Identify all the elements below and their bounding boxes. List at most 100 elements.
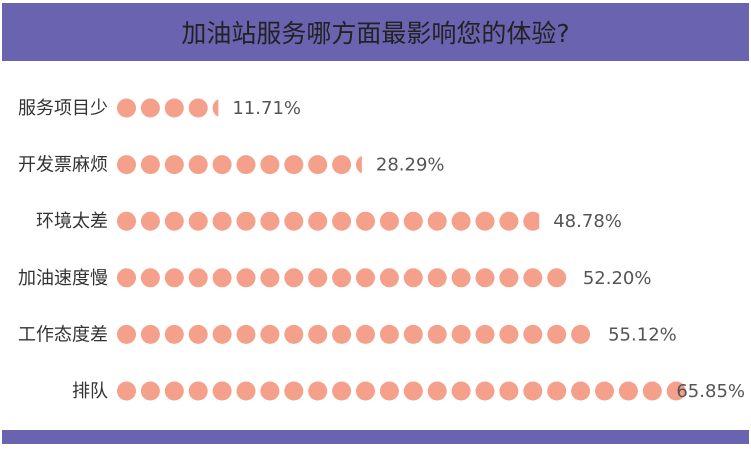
bar-dot [451, 324, 471, 344]
bar-dot [332, 211, 352, 231]
bar-dot [236, 268, 256, 288]
bar-dot [332, 324, 352, 344]
bar-dot [117, 98, 136, 118]
bar-dot [379, 211, 399, 231]
bar-dots [117, 324, 591, 344]
bar-dot [427, 381, 447, 401]
bar-dot [403, 268, 423, 288]
bar-dot [547, 381, 567, 401]
bar-dot [308, 324, 328, 344]
chart-title: 加油站服务哪方面最影响您的体验? [181, 19, 570, 48]
bar-dot [308, 155, 328, 175]
bar-dot [475, 324, 495, 344]
bar-dot [188, 324, 208, 344]
bar-dot [212, 99, 219, 117]
category-label: 服务项目少 [18, 98, 108, 119]
bar-dot [523, 324, 543, 344]
bar-dot [499, 268, 519, 288]
category-label: 排队 [72, 381, 108, 402]
value-label: 48.78% [553, 211, 622, 232]
bar-dot [260, 211, 280, 231]
bar-dot [595, 381, 614, 401]
bar-dot [284, 324, 304, 344]
bar-dots [117, 211, 540, 231]
bar-dot [403, 381, 423, 401]
category-label: 开发票麻烦 [18, 155, 108, 176]
bar-dot [618, 381, 638, 401]
value-label: 11.71% [232, 98, 301, 119]
bar-dot [164, 324, 184, 344]
bar-dot [140, 211, 160, 231]
bar-dot [212, 381, 232, 401]
bar-dot [212, 324, 232, 344]
bar-dot [523, 211, 540, 231]
bar-dot [332, 268, 352, 288]
bar-dots [117, 98, 219, 118]
value-label: 55.12% [608, 324, 677, 345]
bar-dot [236, 155, 256, 175]
bar-dot [236, 211, 256, 231]
bar-dot [164, 155, 184, 175]
value-label: 28.29% [376, 155, 445, 176]
bar-dot [356, 268, 375, 288]
bar-dot [140, 324, 160, 344]
bar-dot [117, 324, 136, 344]
bar-dots [117, 381, 686, 401]
bar-dot [499, 324, 519, 344]
bar-dot [164, 268, 184, 288]
bar-dot [666, 381, 686, 401]
bar-dot [403, 324, 423, 344]
bar-dot [547, 324, 567, 344]
bar-dot [188, 211, 208, 231]
bar-dot [642, 381, 662, 401]
bar-dot [260, 381, 280, 401]
bar-dot [284, 155, 304, 175]
bar-dot [451, 211, 471, 231]
bar-dot [117, 381, 136, 401]
bar-dot [308, 268, 328, 288]
bar-dot [164, 98, 184, 118]
value-label: 65.85% [676, 381, 745, 402]
bar-dot [379, 268, 399, 288]
bar-dot [236, 381, 256, 401]
bar-dot [379, 381, 399, 401]
bar-dot [117, 211, 136, 231]
value-label: 52.20% [583, 268, 652, 289]
bar-dot [140, 155, 160, 175]
bar-dot [308, 381, 328, 401]
bar-dot [427, 211, 447, 231]
bar-dot [403, 211, 423, 231]
bar-dots [117, 155, 362, 175]
bar-dot [499, 381, 519, 401]
bar-dot [523, 381, 543, 401]
bar-dot [332, 155, 352, 175]
bar-dot [284, 268, 304, 288]
bar-dot [427, 324, 447, 344]
bar-dot [188, 381, 208, 401]
bar-dot [308, 211, 328, 231]
category-label: 加油速度慢 [18, 268, 108, 289]
bar-dot [188, 98, 208, 118]
bar-dot [379, 324, 399, 344]
bar-dot [475, 381, 495, 401]
bar-dot [260, 268, 280, 288]
bar-dot [356, 381, 375, 401]
bar-dot [356, 324, 375, 344]
bar-dot [475, 268, 495, 288]
bar-dot [284, 211, 304, 231]
bar-dot [356, 155, 362, 174]
bar-dot [356, 211, 375, 231]
bar-dot [164, 381, 184, 401]
bar-dot [451, 381, 471, 401]
bar-dot [188, 155, 208, 175]
bar-dot [212, 155, 232, 175]
title-bar: 加油站服务哪方面最影响您的体验? [2, 3, 749, 61]
footer-bar [2, 430, 749, 444]
bar-dot [332, 381, 352, 401]
bar-dot [260, 155, 280, 175]
category-label: 工作态度差 [18, 324, 108, 345]
bar-dot [523, 268, 543, 288]
bar-dot [212, 211, 232, 231]
bar-dot [188, 268, 208, 288]
